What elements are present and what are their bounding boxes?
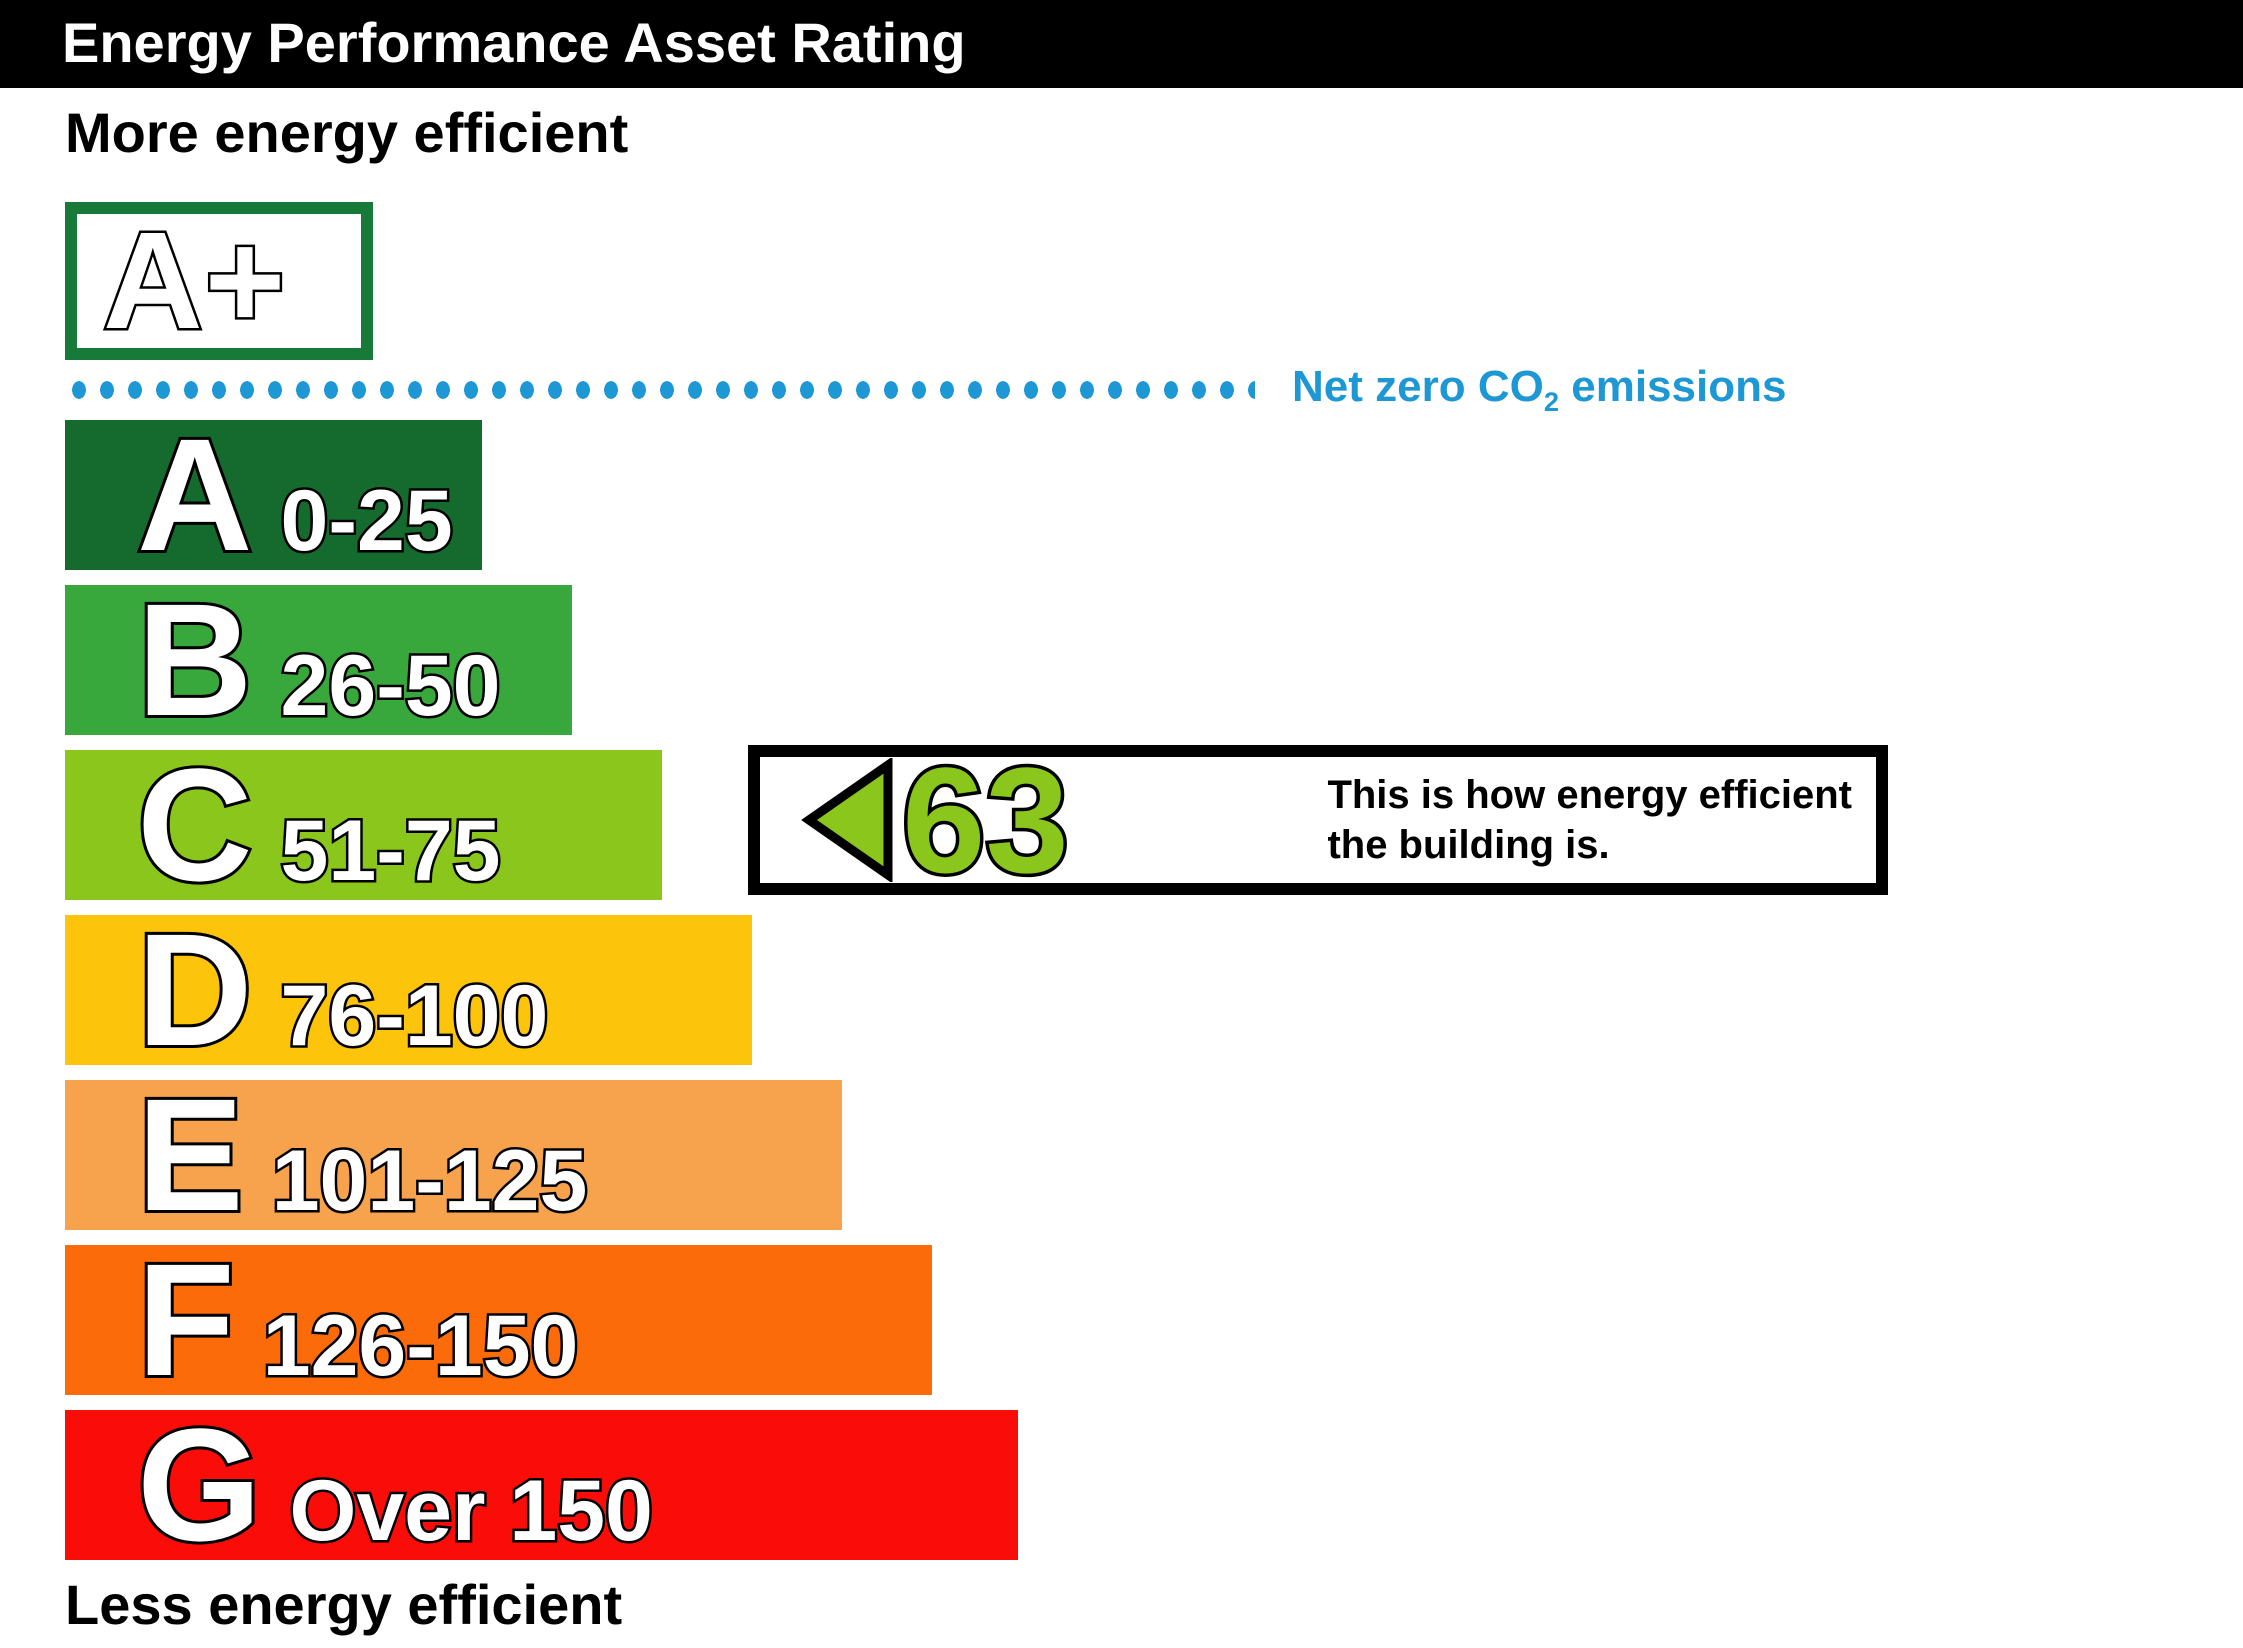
rating-value: 63 [899,736,1073,904]
more-energy-efficient-label: More energy efficient [65,101,629,164]
page-title: Energy Performance Asset Rating [62,11,966,74]
net-zero-text-tail: emissions [1559,362,1787,411]
net-zero-label: Net zero CO2 emissions [1292,362,1786,418]
less-energy-efficient-label: Less energy efficient [65,1573,623,1636]
band-letter: F [134,1230,238,1409]
net-zero-text: Net zero CO [1292,362,1544,411]
band-row-e: E 101-125 [65,1065,842,1244]
band-letter: D [134,900,256,1079]
band-letter: A [134,405,256,584]
band-letter: C [134,735,256,914]
band-row-c: C 51-75 [65,735,662,914]
band-range: Over 150 [287,1461,655,1562]
a-plus-label: A+ [100,204,288,358]
left-arrow-icon [801,758,893,882]
a-plus-band: A+ [65,202,373,360]
band-letter: E [134,1065,247,1244]
band-row-g: G Over 150 [65,1395,1018,1574]
current-rating-indicator: 63 This is how energy efficient the buil… [748,736,1888,904]
band-range: 126-150 [260,1296,581,1397]
left-arrow-polygon [801,758,893,882]
rating-description-line1: This is how energy efficient [1327,773,1852,817]
net-zero-subscript: 2 [1543,385,1559,417]
band-range: 0-25 [278,471,455,572]
band-range: 26-50 [278,636,503,737]
band-row-d: D 76-100 [65,900,752,1079]
band-letter: G [134,1395,264,1574]
band-row-f: F 126-150 [65,1230,932,1409]
band-range: 101-125 [269,1131,590,1232]
rating-description-line2: the building is. [1327,823,1610,867]
rating-description: This is how energy efficient the buildin… [1327,770,1852,870]
title-bar: Energy Performance Asset Rating [0,0,2243,88]
band-range: 76-100 [278,966,551,1067]
net-zero-dotted-line [65,380,1255,400]
band-range: 51-75 [278,801,503,902]
band-row-b: B 26-50 [65,570,572,749]
band-row-a: A 0-25 [65,405,482,584]
band-letter: B [134,570,256,749]
